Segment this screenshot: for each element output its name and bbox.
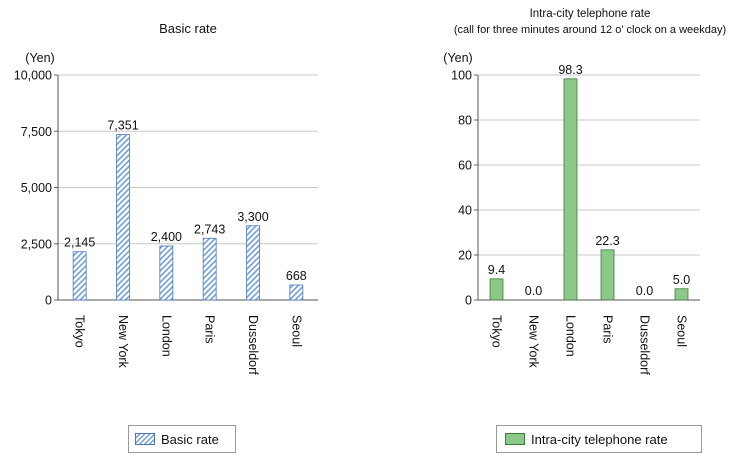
legend-label-intra-city-rate: Intra-city telephone rate xyxy=(531,431,668,447)
bar-intra xyxy=(563,78,578,301)
x-tick-label-basic: New York xyxy=(116,315,130,369)
data-label-intra: 0.0 xyxy=(636,284,653,298)
x-tick-label-intra: Paris xyxy=(601,315,615,343)
bar-basic xyxy=(72,251,87,301)
bar-intra xyxy=(489,278,504,301)
bar-basic xyxy=(116,134,130,301)
bar-basic xyxy=(246,225,260,301)
y-tick-label-basic: 7,500 xyxy=(21,125,52,139)
chart-title-basic: Basic rate xyxy=(159,21,217,36)
bar-basic xyxy=(159,245,174,301)
legend-swatch-basic-rate xyxy=(135,433,155,445)
x-tick-label-intra: Seoul xyxy=(675,315,689,347)
legend-label-basic-rate: Basic rate xyxy=(161,431,219,447)
data-label-intra: 98.3 xyxy=(558,63,582,77)
y-tick-label-basic: 0 xyxy=(45,294,52,308)
data-label-intra: 5.0 xyxy=(673,273,690,287)
chart-title-intra: Intra-city telephone rate xyxy=(530,8,651,20)
chart-subtitle-intra: (call for three minutes around 12 o' clo… xyxy=(454,24,726,36)
bar-intra xyxy=(674,288,689,301)
x-tick-label-intra: Dusseldorf xyxy=(638,315,652,375)
y-unit-label-basic: (Yen) xyxy=(25,51,54,65)
bar-basic xyxy=(202,237,217,301)
legend-swatch-intra-city-rate xyxy=(505,433,525,445)
data-label-basic: 7,351 xyxy=(107,119,138,133)
y-unit-label-intra: (Yen) xyxy=(443,51,472,65)
data-label-intra: 0.0 xyxy=(525,284,542,298)
y-tick-label-intra: 60 xyxy=(458,159,472,173)
y-tick-label-basic: 2,500 xyxy=(21,237,52,251)
data-label-intra: 9.4 xyxy=(488,263,505,277)
x-tick-label-intra: London xyxy=(564,315,578,357)
x-tick-label-intra: Tokyo xyxy=(490,315,504,348)
x-tick-label-basic: Seoul xyxy=(289,315,303,347)
data-label-basic: 2,743 xyxy=(194,222,225,236)
y-tick-label-intra: 100 xyxy=(451,69,472,83)
y-tick-label-intra: 80 xyxy=(458,114,472,128)
data-label-basic: 3,300 xyxy=(237,210,268,224)
x-tick-label-basic: Paris xyxy=(203,315,217,343)
legend-intra-city-rate: Intra-city telephone rate xyxy=(496,425,702,453)
y-tick-label-basic: 10,000 xyxy=(14,69,52,83)
data-label-basic: 668 xyxy=(286,269,307,283)
y-tick-label-intra: 40 xyxy=(458,204,472,218)
bar-intra xyxy=(600,249,615,301)
bar-basic xyxy=(289,284,304,301)
x-tick-label-basic: Tokyo xyxy=(73,315,87,348)
data-label-intra: 22.3 xyxy=(595,234,619,248)
data-label-basic: 2,400 xyxy=(151,230,182,244)
x-tick-label-basic: Dusseldorf xyxy=(246,315,260,375)
x-tick-label-intra: New York xyxy=(527,315,541,369)
y-tick-label-intra: 0 xyxy=(465,294,472,308)
legend-basic-rate: Basic rate xyxy=(128,425,236,453)
data-label-basic: 2,145 xyxy=(64,236,95,250)
y-tick-label-basic: 5,000 xyxy=(21,181,52,195)
x-tick-label-basic: London xyxy=(159,315,173,357)
y-tick-label-intra: 20 xyxy=(458,249,472,263)
